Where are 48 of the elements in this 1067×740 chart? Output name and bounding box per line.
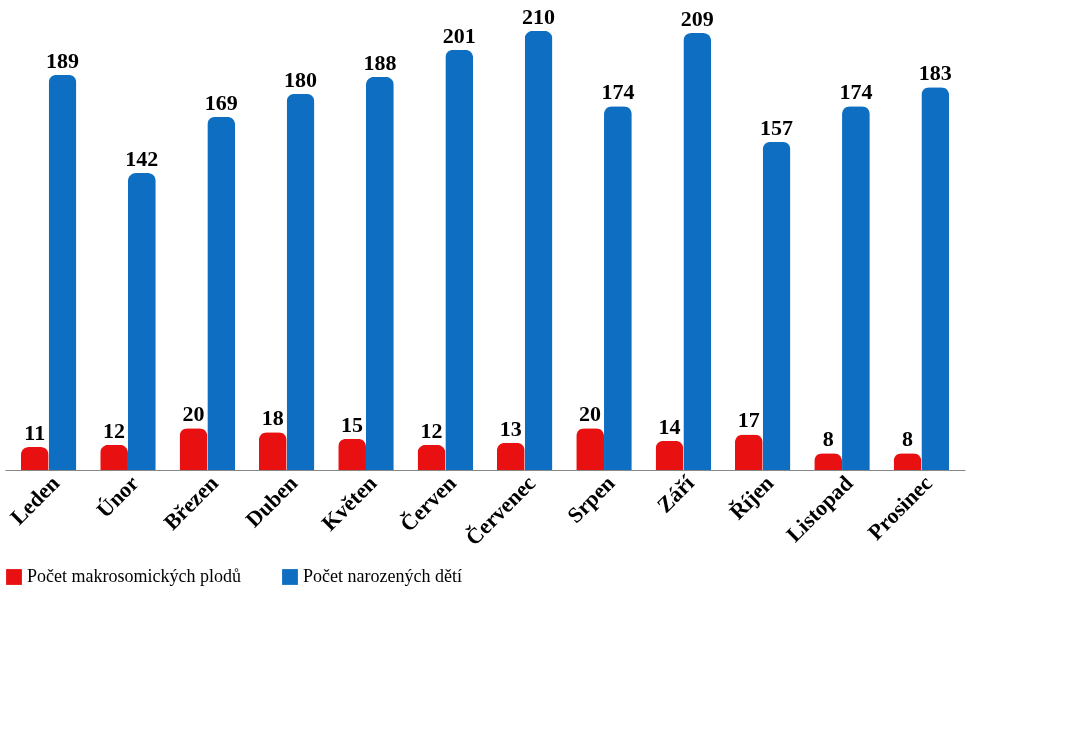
bar [365, 76, 394, 470]
data-label: 174 [601, 79, 635, 105]
bar [445, 49, 474, 470]
data-label: 142 [125, 146, 159, 172]
bar [524, 30, 553, 470]
bar [127, 173, 156, 470]
data-label: 209 [680, 6, 714, 31]
data-label: 12 [420, 417, 443, 443]
bar [20, 447, 49, 470]
data-label: 11 [24, 420, 46, 445]
data-label: 210 [522, 3, 556, 29]
data-label: 183 [918, 60, 952, 86]
data-label: 201 [442, 22, 476, 48]
data-label: 8 [822, 426, 834, 452]
bar [207, 116, 236, 470]
data-label: 169 [204, 89, 238, 115]
data-label: 8 [901, 426, 913, 452]
bar [604, 106, 632, 470]
data-label: 17 [737, 407, 760, 433]
legend-label: Počet narozených dětí [303, 566, 462, 586]
legend-label: Počet makrosomických plodů [27, 566, 241, 586]
bar [683, 33, 712, 470]
data-label: 188 [363, 49, 397, 75]
bar [762, 141, 791, 470]
data-label: 14 [658, 413, 681, 439]
bar [842, 106, 870, 470]
data-label: 157 [760, 114, 794, 140]
bar [286, 93, 315, 470]
data-label: 180 [284, 66, 318, 92]
data-label: 12 [103, 417, 126, 443]
bar [921, 87, 950, 470]
bar [655, 440, 684, 470]
data-label: 189 [46, 47, 80, 73]
data-label: 18 [261, 405, 284, 431]
bar [734, 434, 763, 470]
bar [417, 444, 446, 470]
bar [100, 444, 128, 470]
data-label: 20 [579, 401, 602, 427]
bar [179, 428, 208, 470]
data-label: 13 [499, 415, 522, 441]
bar [496, 442, 525, 470]
data-label: 15 [341, 411, 364, 437]
bar [258, 432, 287, 470]
bar [338, 438, 366, 470]
data-label: 174 [839, 79, 873, 105]
bar [48, 74, 77, 470]
bar [576, 428, 605, 470]
data-label: 20 [182, 401, 205, 427]
